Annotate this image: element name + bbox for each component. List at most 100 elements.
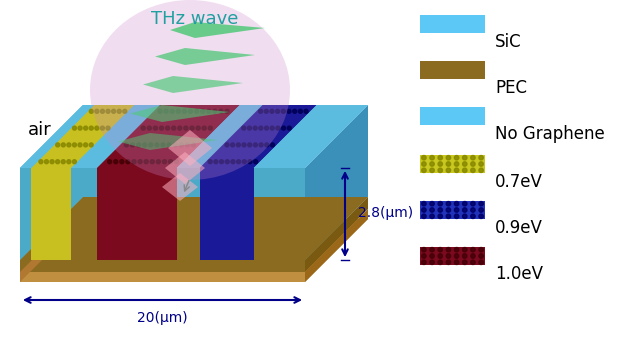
Circle shape <box>438 260 442 265</box>
Circle shape <box>213 109 217 113</box>
Circle shape <box>220 160 223 164</box>
Circle shape <box>44 160 49 164</box>
Circle shape <box>422 260 426 265</box>
Circle shape <box>184 126 188 130</box>
Circle shape <box>39 160 43 164</box>
Circle shape <box>214 160 218 164</box>
Circle shape <box>138 160 142 164</box>
Circle shape <box>179 143 183 147</box>
Circle shape <box>422 208 426 212</box>
Circle shape <box>230 143 235 147</box>
Circle shape <box>158 109 162 113</box>
Circle shape <box>78 143 82 147</box>
Circle shape <box>144 160 148 164</box>
Polygon shape <box>200 168 253 260</box>
Polygon shape <box>130 105 230 122</box>
Circle shape <box>430 156 435 160</box>
Circle shape <box>95 109 99 113</box>
Circle shape <box>270 126 274 130</box>
Circle shape <box>471 247 475 252</box>
Circle shape <box>463 254 467 258</box>
Circle shape <box>454 162 459 166</box>
Polygon shape <box>200 105 317 168</box>
Bar <box>420 107 485 125</box>
Circle shape <box>446 260 451 265</box>
Text: 1.0eV: 1.0eV <box>495 265 543 283</box>
Circle shape <box>111 109 116 113</box>
Circle shape <box>170 109 174 113</box>
Circle shape <box>154 126 157 130</box>
Circle shape <box>287 126 291 130</box>
Circle shape <box>454 156 459 160</box>
Circle shape <box>479 208 483 212</box>
Circle shape <box>259 143 263 147</box>
Circle shape <box>231 160 235 164</box>
Circle shape <box>106 126 110 130</box>
Circle shape <box>454 254 459 258</box>
Circle shape <box>259 126 263 130</box>
Circle shape <box>270 109 274 113</box>
Polygon shape <box>177 105 262 168</box>
Circle shape <box>422 247 426 252</box>
Polygon shape <box>20 260 305 272</box>
Circle shape <box>454 260 459 265</box>
Circle shape <box>438 247 442 252</box>
Circle shape <box>471 260 475 265</box>
Circle shape <box>61 143 65 147</box>
Circle shape <box>479 156 483 160</box>
Circle shape <box>287 109 291 113</box>
Bar <box>420 15 485 33</box>
Circle shape <box>123 109 127 113</box>
Polygon shape <box>71 105 160 168</box>
Circle shape <box>90 109 93 113</box>
Circle shape <box>463 208 467 212</box>
Circle shape <box>248 126 252 130</box>
Circle shape <box>67 143 71 147</box>
Circle shape <box>463 156 467 160</box>
Polygon shape <box>20 209 83 282</box>
Circle shape <box>161 143 165 147</box>
Circle shape <box>175 160 179 164</box>
Polygon shape <box>118 133 218 150</box>
Circle shape <box>446 254 451 258</box>
Circle shape <box>95 126 99 130</box>
Circle shape <box>143 143 147 147</box>
Circle shape <box>150 160 154 164</box>
Circle shape <box>471 201 475 206</box>
Circle shape <box>126 160 130 164</box>
Circle shape <box>430 201 435 206</box>
Circle shape <box>172 126 176 130</box>
Circle shape <box>282 109 285 113</box>
Circle shape <box>106 109 110 113</box>
Circle shape <box>147 126 151 130</box>
Circle shape <box>136 143 141 147</box>
Circle shape <box>72 126 77 130</box>
Circle shape <box>479 254 483 258</box>
Circle shape <box>131 143 134 147</box>
Polygon shape <box>20 197 368 260</box>
Circle shape <box>446 201 451 206</box>
Circle shape <box>56 143 60 147</box>
Polygon shape <box>155 48 255 65</box>
Circle shape <box>446 247 451 252</box>
Circle shape <box>242 126 246 130</box>
Text: PEC: PEC <box>495 79 527 97</box>
Circle shape <box>225 143 229 147</box>
Polygon shape <box>168 130 212 166</box>
Polygon shape <box>305 197 368 272</box>
Circle shape <box>438 214 442 219</box>
Polygon shape <box>20 105 368 168</box>
Circle shape <box>117 109 121 113</box>
Circle shape <box>454 168 459 173</box>
Circle shape <box>454 214 459 219</box>
Circle shape <box>438 156 442 160</box>
Circle shape <box>446 214 451 219</box>
Circle shape <box>178 126 182 130</box>
Circle shape <box>438 254 442 258</box>
Circle shape <box>446 162 451 166</box>
Circle shape <box>463 260 467 265</box>
Circle shape <box>438 201 442 206</box>
Circle shape <box>225 109 229 113</box>
Circle shape <box>479 214 483 219</box>
Circle shape <box>124 143 129 147</box>
